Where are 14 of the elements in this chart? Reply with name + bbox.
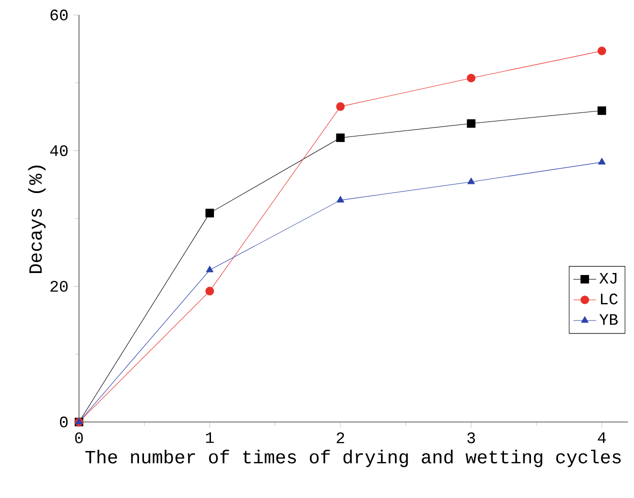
legend-label: LC	[600, 294, 618, 304]
y-tick-label: 20	[50, 280, 68, 292]
legend-label: XJ	[599, 272, 616, 284]
legend-label: YB	[599, 314, 618, 325]
y-tick-label: 60	[50, 10, 68, 20]
x-tick-label: 3	[467, 432, 475, 444]
y-tick-label: 40	[50, 145, 68, 156]
x-axis-title: The number of times of drying and wetting cycles	[85, 450, 621, 468]
y-axis-title: Decays (%)	[28, 166, 46, 274]
x-tick-label: 4	[598, 432, 606, 443]
x-tick-label: 0	[75, 432, 83, 444]
y-tick-label: 0	[60, 416, 68, 428]
x-tick-label: 1	[206, 432, 214, 443]
x-tick-label: 2	[336, 432, 344, 444]
